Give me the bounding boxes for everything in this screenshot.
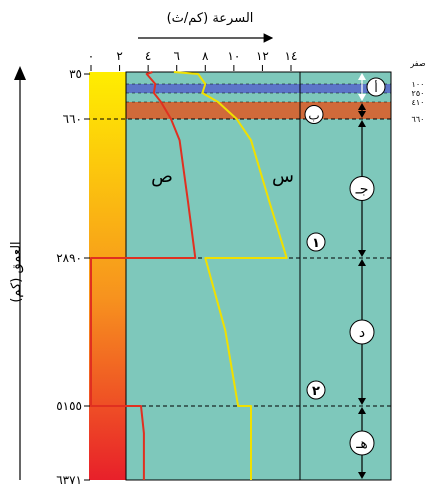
x-tick-label: ٨ <box>202 49 209 63</box>
boundary-label: ١ <box>312 236 320 251</box>
layer-arrow-up <box>358 259 366 266</box>
crust-band <box>126 84 391 93</box>
boundary-circle <box>306 232 326 252</box>
layer-arrow-up <box>358 73 366 80</box>
p-wave-curve <box>90 71 197 480</box>
x-tick-label: ٢ <box>116 49 122 63</box>
layer-circle <box>349 319 375 345</box>
layer-circle <box>349 430 375 456</box>
layer-letter: د <box>359 325 365 341</box>
x-tick-labels: ٠ ٢ ٤ ٦ ٨ ١٠ ١٢ ١٤ <box>88 49 298 71</box>
layer-bands <box>126 84 391 119</box>
depth-labels: ٣٥ ٦٦٠ ٢٨٩٠ ٥١٥٥ ٦٣٧١ <box>56 67 90 487</box>
depth-label: ٦٦٠ <box>63 112 82 126</box>
x-tick-label: ٤ <box>145 49 151 63</box>
mantle-core-panel <box>126 72 391 480</box>
depth-label: ٦٣٧١ <box>56 473 82 487</box>
curve-labels: سص <box>151 166 294 187</box>
layer-letter: جـ <box>355 182 369 198</box>
temperature-gradient-bar <box>89 72 126 480</box>
depth-label: ٥١٥٥ <box>56 399 82 413</box>
depth-label: ٣٥ <box>69 67 82 81</box>
layer-arrow-up <box>358 407 366 414</box>
layer-arrow-up <box>358 103 366 110</box>
layer-arrow-down <box>358 472 366 479</box>
layer-letter: ب <box>308 109 319 123</box>
detail-depth-label: ٤١٠ <box>412 98 425 107</box>
boundary-markers: ١٢ <box>306 232 326 400</box>
x-tick-label: ٠ <box>88 49 94 63</box>
detail-depth-label: صفر <box>409 59 425 68</box>
curve-label: ص <box>151 166 173 187</box>
x-tick-label: ٦ <box>173 49 179 63</box>
panel-border <box>125 71 392 481</box>
depth-label: ٢٨٩٠ <box>56 251 82 265</box>
x-tick-label: ١٤ <box>285 49 298 63</box>
transition-band <box>126 102 391 119</box>
layer-arrow-down <box>358 94 366 101</box>
layer-circle <box>366 77 386 97</box>
boundary-label: ٢ <box>312 384 320 399</box>
detail-depth-label: ٢٥٠ <box>412 89 425 98</box>
x-axis-title: السرعة (كم/ث) <box>167 11 254 26</box>
detail-depth-label: ٦٦٠ <box>412 115 425 124</box>
detail-depth-label: ١٠٠ <box>412 80 425 89</box>
x-tick-label: ١٢ <box>256 49 269 63</box>
layer-arrow-down <box>358 111 366 118</box>
layer-circle <box>349 176 375 201</box>
x-tick-label: ١٠ <box>227 49 240 63</box>
layer-markers: أ ب جـ د هـ <box>304 73 386 479</box>
boundary-circle <box>306 380 326 400</box>
layer-letter: هـ <box>355 436 367 452</box>
layer-arrow-down <box>358 250 366 257</box>
layer-arrow-up <box>358 120 366 127</box>
y-arrow-head <box>14 66 26 80</box>
layer-arrow-down <box>358 398 366 405</box>
layer-circle <box>304 105 324 124</box>
layer-letter: أ <box>374 80 377 95</box>
y-axis-title: العمق (كم) <box>9 241 24 302</box>
s-wave-curve <box>173 71 288 480</box>
wave-curves <box>90 71 288 480</box>
curve-label: س <box>272 166 294 187</box>
